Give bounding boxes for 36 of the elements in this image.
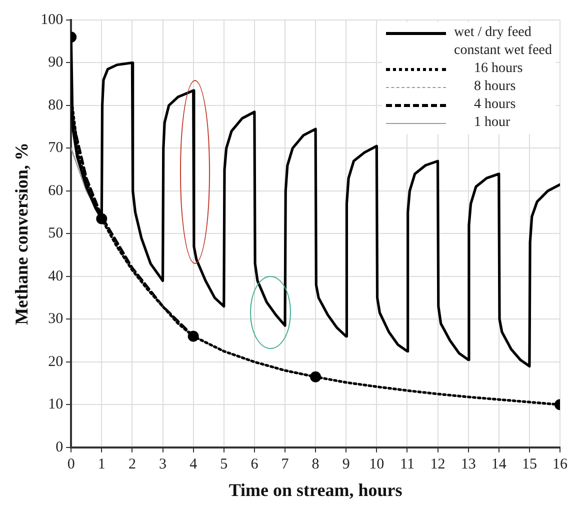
legend-label: 4 hours [474, 96, 516, 114]
x-axis-title: Time on stream, hours [228, 480, 402, 500]
x-tick-label: 8 [312, 456, 320, 472]
y-tick-label: 30 [48, 311, 64, 328]
x-tick-label: 9 [342, 456, 350, 472]
x-tick-label: 12 [430, 456, 446, 472]
y-tick-label: 100 [40, 12, 64, 28]
y-tick-label: 90 [48, 54, 64, 71]
y-tick-label: 70 [48, 140, 64, 156]
x-tick-label: 0 [67, 456, 75, 472]
y-axis-title: Methane conversion, % [11, 142, 32, 325]
x-tick-label: 7 [281, 456, 290, 472]
y-tick-label: 0 [56, 439, 64, 456]
legend-title: constant wet feed [453, 42, 552, 60]
legend-label: 1 hour [474, 114, 510, 132]
x-tick-label: 11 [400, 456, 414, 472]
x-tick-label: 13 [460, 456, 476, 472]
legend-label: 16 hours [474, 60, 523, 78]
y-tick-label: 80 [48, 97, 64, 114]
x-tick-label: 14 [491, 456, 507, 472]
x-tick-label: 1 [98, 456, 106, 472]
x-tick-label: 15 [522, 456, 537, 472]
x-tick-label: 2 [128, 456, 136, 472]
x-tick-label: 10 [369, 456, 384, 472]
y-tick-label: 60 [48, 182, 64, 199]
y-tick-label: 50 [48, 226, 64, 242]
y-tick-label: 10 [48, 396, 64, 413]
legend-label: 8 hours [474, 78, 516, 96]
x-tick-label: 5 [220, 456, 228, 472]
x-tick-label: 6 [250, 456, 259, 472]
y-tick-label: 40 [48, 268, 64, 284]
y-tick-label: 20 [48, 354, 64, 370]
x-tick-label: 4 [190, 456, 198, 472]
x-tick-label: 3 [159, 456, 167, 472]
x-tick-label: 16 [552, 456, 568, 472]
legend-label: wet / dry feed [454, 24, 532, 42]
